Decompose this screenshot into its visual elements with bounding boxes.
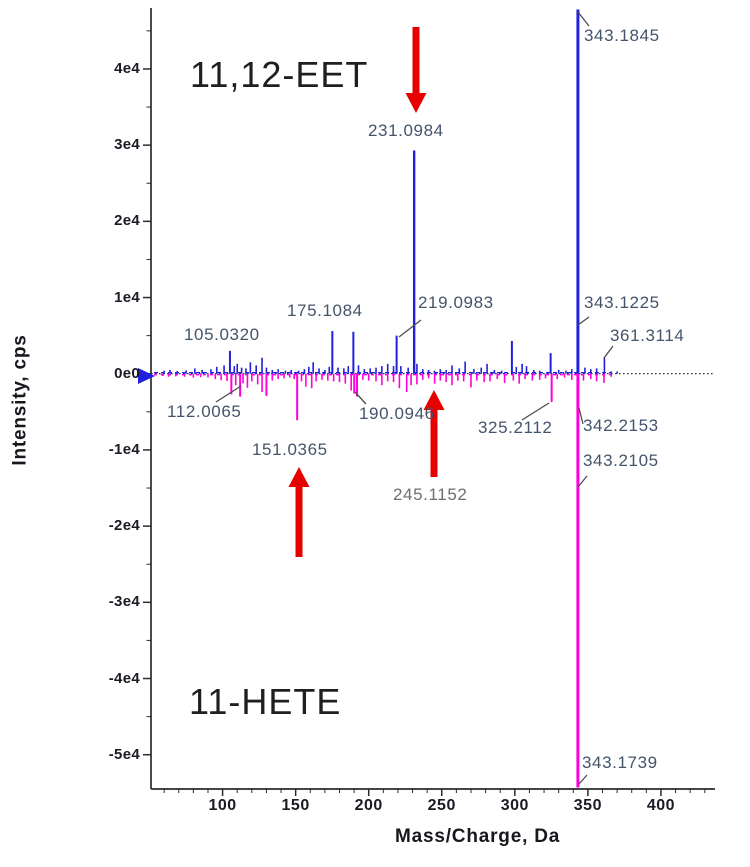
- peak-label: 175.1084: [287, 301, 363, 320]
- peak-label: 219.0983: [418, 293, 494, 312]
- y-tick-label: -2e4: [108, 517, 140, 535]
- y-tick-label: 3e4: [114, 136, 140, 154]
- peak-label: 343.1739: [582, 753, 658, 772]
- y-axis-title: Intensity, cps: [9, 334, 31, 466]
- label-connector-line: [578, 407, 584, 425]
- y-tick-label: 4e4: [114, 59, 140, 77]
- peak-label: 343.1845: [584, 26, 660, 45]
- label-connector-line: [215, 385, 242, 403]
- x-tick-label: 100: [208, 797, 237, 814]
- bottom-spectrum-title: 11-HETE: [189, 681, 342, 722]
- label-connector-line: [398, 319, 422, 338]
- y-tick-label: -1e4: [108, 440, 140, 458]
- label-connector-line: [577, 475, 588, 488]
- label-connector-line: [354, 391, 367, 405]
- y-tick-label: 2e4: [114, 212, 140, 230]
- series-11,12-EET: [163, 9, 618, 374]
- x-tick-label: 400: [646, 797, 676, 814]
- red-up-arrow: [288, 467, 310, 557]
- peak-label: 245.1152: [393, 485, 468, 504]
- y-tick-label: 0e0: [114, 364, 140, 382]
- x-tick-label: 250: [427, 797, 456, 814]
- peak-label: 343.1225: [584, 293, 660, 312]
- label-connector-line: [521, 402, 550, 421]
- peak-label: 190.0946: [359, 404, 435, 423]
- label-connector-line: [603, 345, 614, 359]
- label-connector-line: [578, 774, 588, 785]
- red-down-arrow: [405, 27, 427, 113]
- y-tick-label: -4e4: [108, 669, 140, 687]
- series-11-HETE: [161, 373, 613, 788]
- x-tick-label: 150: [281, 797, 310, 814]
- label-connector-line: [577, 11, 590, 27]
- y-tick-label: 1e4: [114, 288, 140, 306]
- peak-label: 112.0065: [167, 402, 242, 421]
- y-tick-label: -5e4: [108, 745, 140, 763]
- peak-label: 342.2153: [583, 416, 659, 435]
- trace-start-marker-icon: [138, 368, 155, 384]
- peak-label: 231.0984: [368, 121, 444, 140]
- top-spectrum-title: 11,12-EET: [190, 54, 369, 95]
- peak-label: 361.3114: [610, 326, 685, 345]
- label-connector-line: [577, 316, 590, 326]
- x-tick-label: 200: [354, 797, 383, 814]
- peak-label: 343.2105: [583, 451, 659, 470]
- x-tick-label: 350: [573, 797, 602, 814]
- red-up-arrow: [423, 390, 445, 477]
- x-tick-label: 300: [500, 797, 529, 814]
- y-tick-label: -3e4: [108, 593, 140, 611]
- peak-label: 105.0320: [184, 325, 260, 344]
- x-axis-title: Mass/Charge, Da: [395, 826, 561, 847]
- peak-label: 151.0365: [252, 440, 328, 459]
- peak-label: 325.2112: [478, 418, 553, 437]
